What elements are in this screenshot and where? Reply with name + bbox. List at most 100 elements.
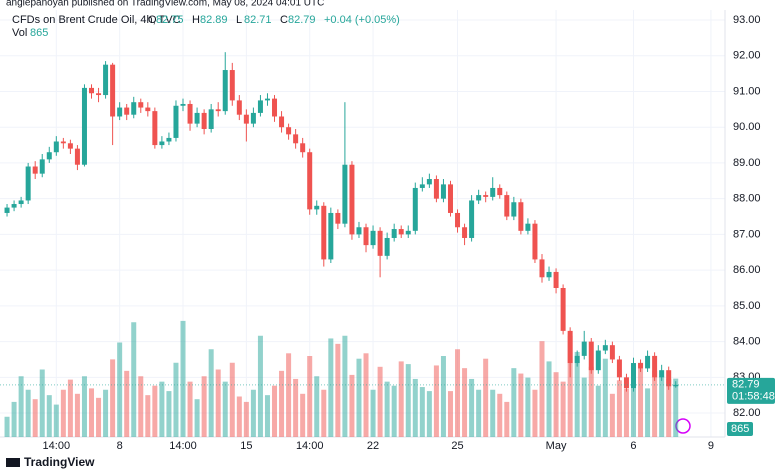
volume-bar [623,388,629,437]
volume-bar [11,401,17,437]
candle-body [588,341,594,371]
volume-bar [419,387,425,437]
candle-body [145,107,151,112]
candle-body [363,227,369,246]
volume-bar [525,377,531,437]
candle-body [645,355,651,369]
candle-body [222,70,228,112]
volume-bar [89,388,95,437]
candle-body [180,103,186,106]
volume-bar [53,404,59,437]
ohlc-value: 82.79 [288,14,316,26]
volume-bar [257,335,263,437]
x-tick-label: 15 [240,440,252,452]
candle-body [419,184,425,188]
candle-body [250,112,256,124]
candle-body [567,330,573,364]
brand-logo [6,458,20,467]
volume-box [727,422,753,436]
candle-body [264,98,270,101]
volume-bar [145,395,151,437]
brand: TradingView [6,455,95,469]
ohlc-value: 82.89 [200,14,228,26]
candle-body [440,184,446,199]
volume-bar [110,359,116,437]
y-tick-label: 93.00 [733,14,761,26]
volume-bar [201,376,207,437]
y-tick-label: 85.00 [733,300,761,312]
candle-body [32,166,38,174]
volume-bar [321,389,327,437]
x-tick-label: May [546,440,567,452]
volume-bar [279,370,285,437]
x-tick-label: 9 [708,440,714,452]
candle-body [370,230,376,246]
candle-body [187,103,193,124]
volume-bar [314,376,320,437]
volume-bar [243,401,249,437]
candle-body [349,164,355,235]
volume-bar [638,362,644,437]
candle-body [455,212,461,228]
volume-bar [659,376,665,437]
candle-body [321,205,327,260]
volume-bar [286,353,292,437]
candle-body [215,109,221,112]
publisher: angiepanoyan published on TradingView.co… [6,0,324,9]
brand-name: TradingView [24,455,95,469]
candle-body [286,127,292,135]
candle-body [447,184,453,213]
volume-bar [483,358,489,437]
candle-body [110,64,116,117]
volume-bar [124,370,130,437]
volume-bar [300,393,306,437]
ohlc-label: H [192,14,200,26]
candle-body [11,204,17,208]
volume-bar [652,370,658,437]
y-tick-label: 84.00 [733,336,761,348]
volume-bar [370,389,376,437]
volume-bar [497,393,503,437]
candle-body [638,363,644,369]
volume-label: Vol [12,27,27,39]
candle-body [272,98,278,117]
candle-body [666,370,672,387]
candle-body [433,179,439,199]
volume-bar [236,396,242,437]
volume-bar [307,356,313,437]
candle-body [609,345,615,360]
candle-body [229,70,235,101]
candle-body [117,107,123,117]
candle-body [124,107,130,115]
volume-bar [180,320,186,437]
y-tick-label: 90.00 [733,121,761,133]
volume-bar [46,395,52,437]
ohlc-label: C [280,14,288,26]
candle-body [616,359,622,378]
volume-bar [440,356,446,437]
candle-body [595,350,601,371]
volume-bar [363,353,369,437]
volume-last-label: 865 [731,423,749,435]
candle-body [152,111,158,146]
volume-bar [455,349,461,437]
volume-bar [469,378,475,437]
volume-bar [609,393,615,437]
candle-body [39,159,45,174]
grid [0,10,725,437]
candle-body [652,355,658,378]
volume-bar [504,401,510,437]
candle-body [405,230,411,235]
y-tick-label: 89.00 [733,157,761,169]
volume-bar [616,380,622,437]
candle-body [279,116,285,128]
candle-body [483,195,489,197]
volume-value: 865 [30,27,48,39]
candle-body [201,112,207,129]
volume-bar [187,381,193,437]
volume-bar [25,389,31,437]
candle-body [659,370,665,378]
y-tick-label: 88.00 [733,193,761,205]
candle-body [96,93,102,96]
volume-bar [539,341,545,437]
